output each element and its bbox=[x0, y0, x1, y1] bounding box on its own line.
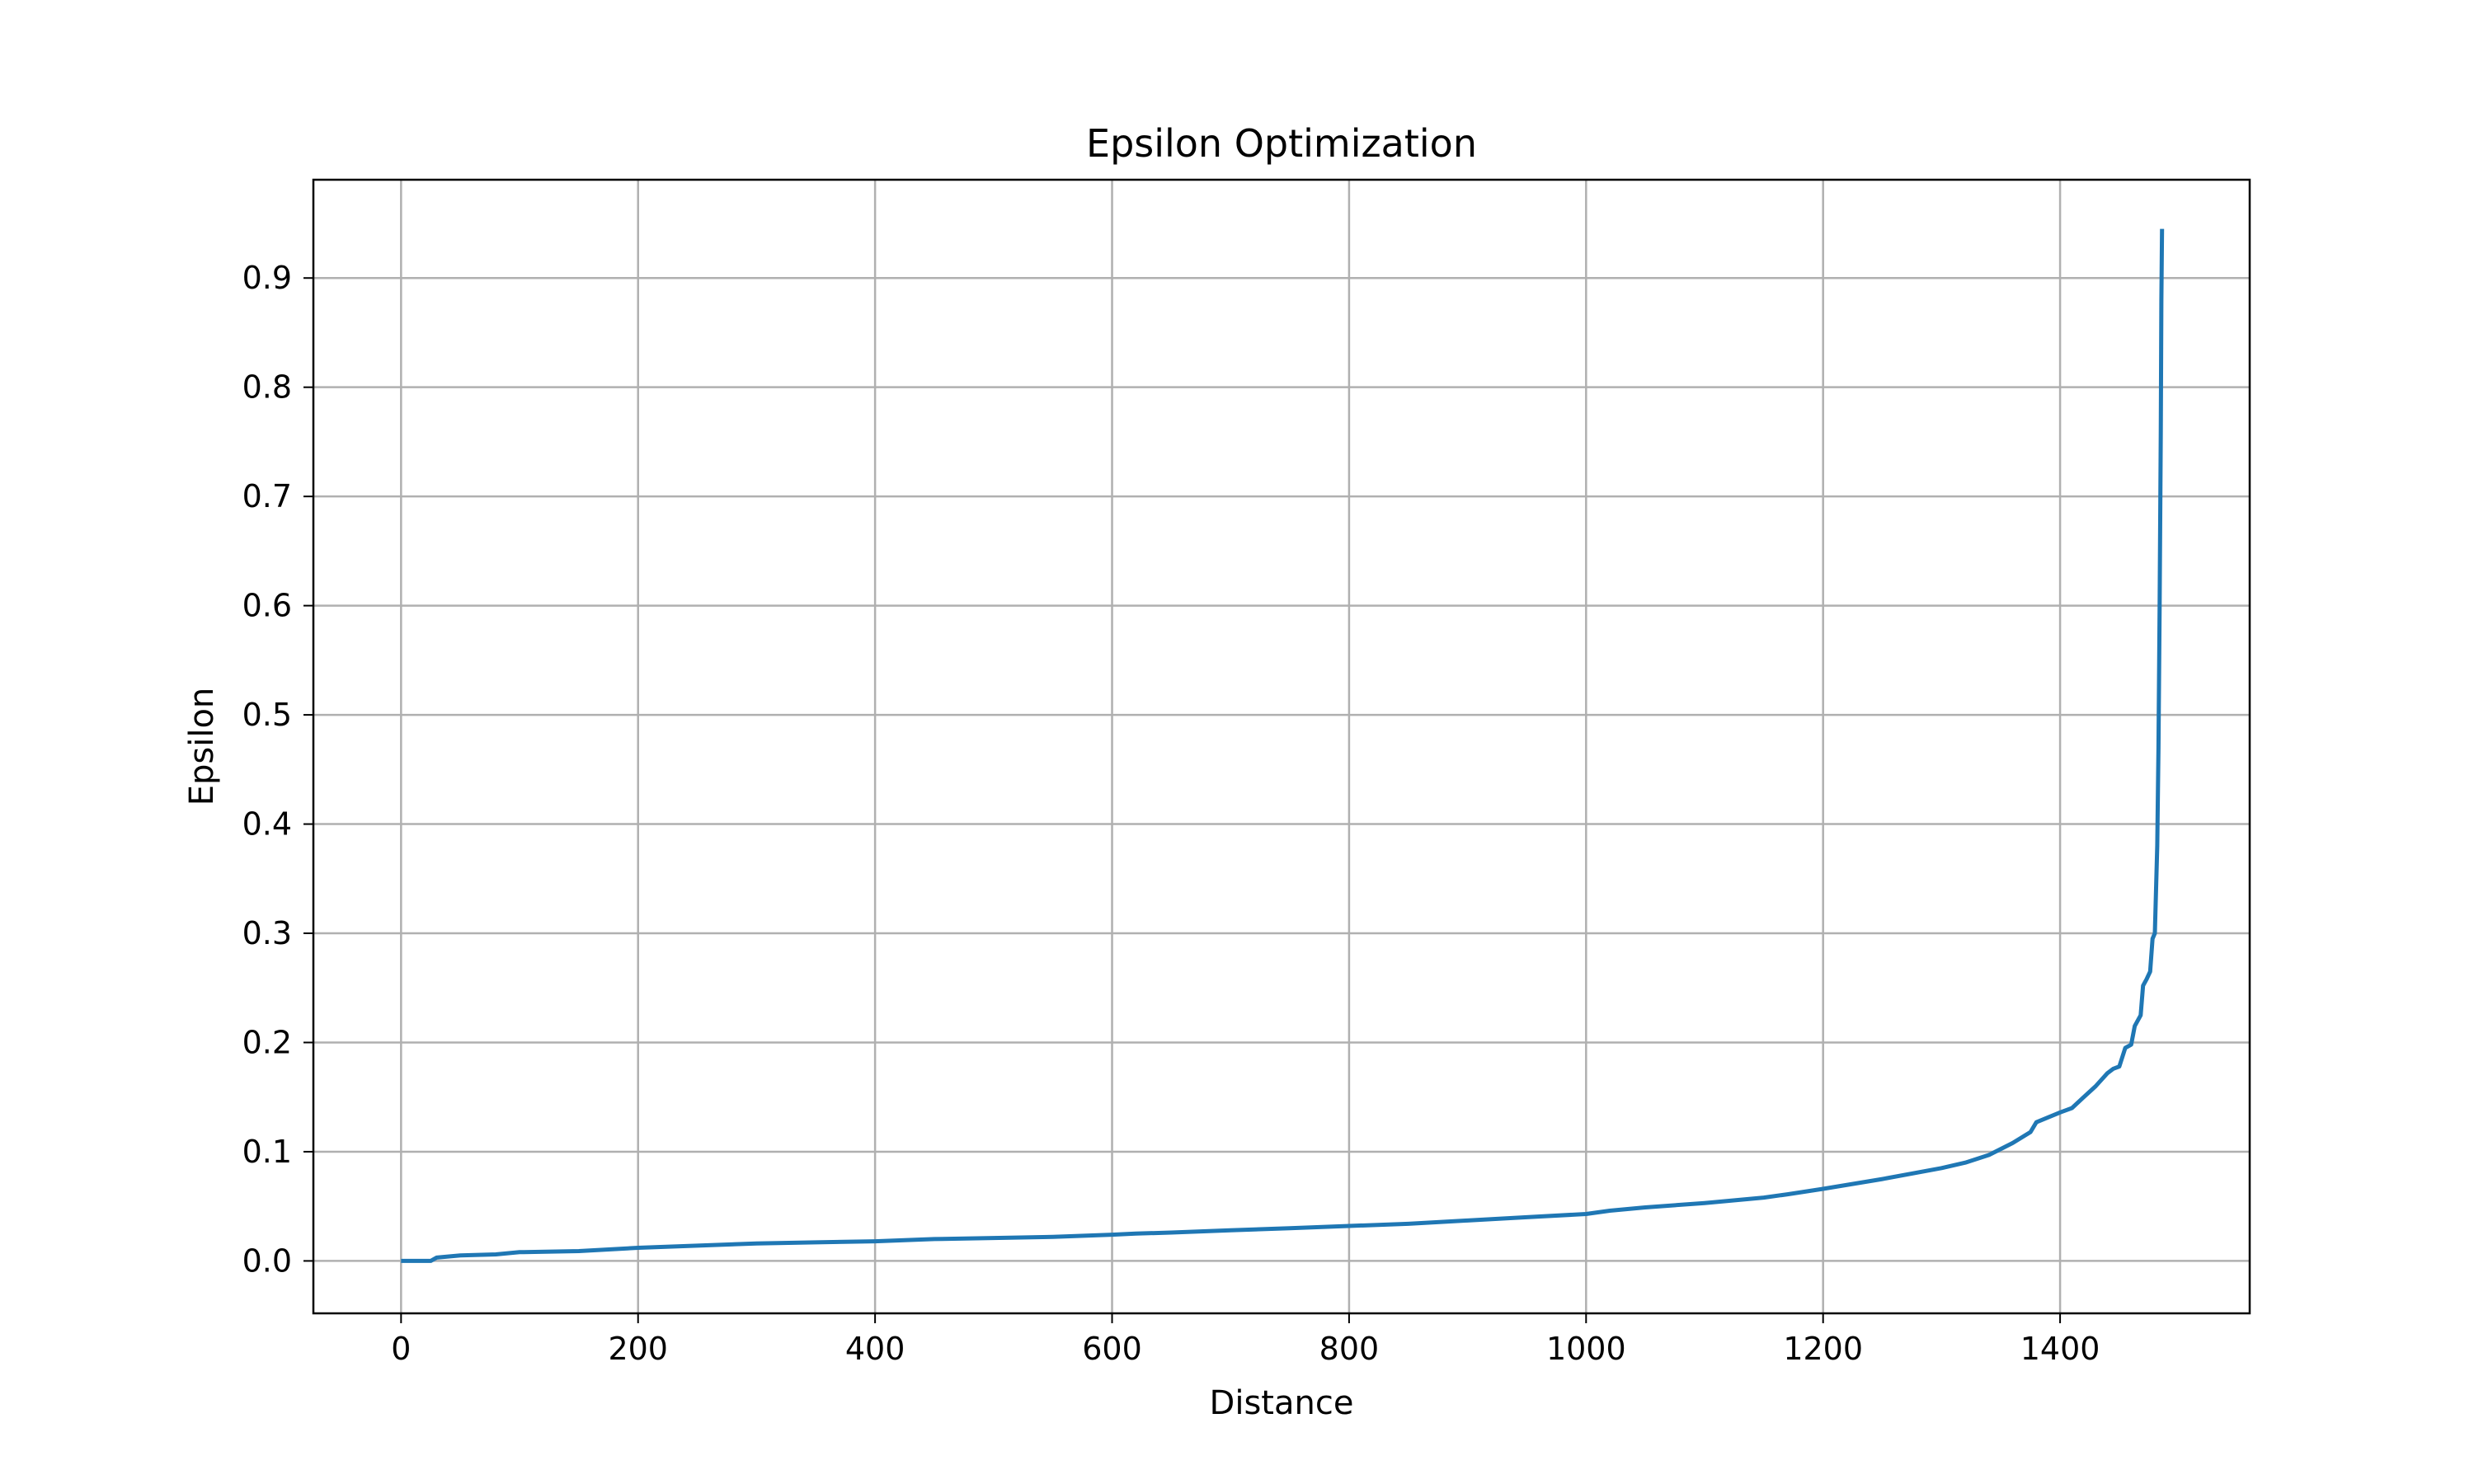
y-axis-label: Epsilon bbox=[183, 688, 221, 806]
x-tick-label: 1400 bbox=[2020, 1331, 2100, 1367]
plot-frame bbox=[312, 178, 2251, 1315]
y-tick-label: 0.8 bbox=[242, 369, 292, 406]
y-tick-label: 0.9 bbox=[242, 260, 292, 296]
y-tick-label: 0.3 bbox=[242, 915, 292, 951]
y-axis-ticks: 0.0 0.1 0.2 0.3 0.4 0.5 0.6 0.7 0.8 0.9 bbox=[242, 260, 313, 1279]
x-tick-label: 1200 bbox=[1783, 1331, 1863, 1367]
x-axis-ticks: 0 200 400 600 800 1000 1200 1400 bbox=[391, 1313, 2100, 1367]
x-tick-label: 0 bbox=[391, 1331, 411, 1367]
y-tick-label: 0.6 bbox=[242, 588, 292, 624]
y-tick-label: 0.4 bbox=[242, 806, 292, 843]
x-tick-label: 600 bbox=[1082, 1331, 1142, 1367]
epsilon-series-line bbox=[401, 228, 2165, 1263]
chart-title: Epsilon Optimization bbox=[1086, 121, 1477, 166]
x-tick-label: 200 bbox=[608, 1331, 668, 1367]
series-layer bbox=[401, 228, 2165, 1263]
y-tick-label: 0.7 bbox=[242, 478, 292, 514]
y-tick-label: 0.1 bbox=[242, 1134, 292, 1170]
x-tick-label: 1000 bbox=[1546, 1331, 1626, 1367]
y-tick-label: 0.0 bbox=[242, 1242, 292, 1279]
y-tick-label: 0.2 bbox=[242, 1024, 292, 1060]
grid-lines bbox=[313, 180, 2250, 1313]
x-axis-label: Distance bbox=[1210, 1384, 1354, 1422]
y-tick-label: 0.5 bbox=[242, 697, 292, 733]
x-tick-label: 800 bbox=[1319, 1331, 1380, 1367]
x-tick-label: 400 bbox=[845, 1331, 905, 1367]
